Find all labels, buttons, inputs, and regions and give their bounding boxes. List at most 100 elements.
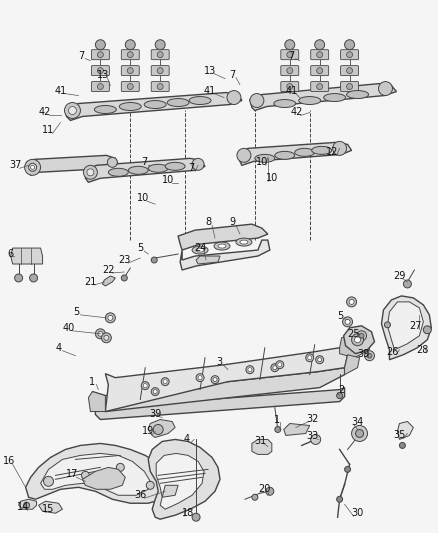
Circle shape [141, 382, 149, 390]
Circle shape [311, 434, 321, 445]
Circle shape [250, 94, 264, 108]
Circle shape [163, 379, 167, 384]
Text: 7: 7 [289, 51, 295, 61]
FancyBboxPatch shape [92, 66, 110, 76]
Circle shape [385, 322, 390, 328]
Circle shape [346, 68, 353, 74]
Circle shape [352, 334, 364, 346]
Circle shape [285, 40, 295, 50]
Circle shape [227, 91, 241, 104]
Circle shape [346, 297, 357, 307]
Text: 17: 17 [66, 470, 79, 479]
FancyBboxPatch shape [151, 66, 169, 76]
Circle shape [248, 368, 252, 372]
Circle shape [306, 354, 314, 362]
Circle shape [108, 316, 113, 320]
Ellipse shape [295, 148, 314, 156]
Text: 13: 13 [204, 66, 216, 76]
Text: 15: 15 [42, 504, 55, 514]
Text: 18: 18 [182, 508, 194, 518]
Circle shape [95, 40, 106, 50]
Circle shape [317, 84, 323, 90]
Circle shape [87, 169, 94, 176]
Polygon shape [27, 155, 118, 175]
Circle shape [317, 52, 323, 58]
Text: 4: 4 [184, 434, 190, 445]
Circle shape [143, 384, 147, 387]
Circle shape [345, 319, 350, 324]
Polygon shape [381, 296, 431, 360]
Text: 10: 10 [137, 193, 149, 203]
Polygon shape [95, 387, 345, 419]
Text: 11: 11 [42, 125, 55, 135]
Text: 7: 7 [78, 51, 85, 61]
Circle shape [127, 68, 133, 74]
Text: 7: 7 [141, 157, 147, 167]
Text: 36: 36 [134, 490, 146, 500]
Circle shape [273, 366, 277, 370]
Ellipse shape [148, 164, 168, 172]
Circle shape [276, 361, 284, 369]
Circle shape [64, 102, 81, 118]
Circle shape [104, 335, 109, 340]
FancyBboxPatch shape [281, 82, 299, 92]
FancyBboxPatch shape [92, 82, 110, 92]
Polygon shape [41, 454, 150, 495]
FancyBboxPatch shape [121, 82, 139, 92]
Ellipse shape [324, 94, 346, 101]
Circle shape [364, 351, 374, 361]
Text: 28: 28 [416, 345, 428, 355]
Text: 5: 5 [137, 243, 143, 253]
FancyBboxPatch shape [311, 82, 328, 92]
Ellipse shape [119, 102, 141, 110]
FancyBboxPatch shape [121, 66, 139, 76]
Text: 32: 32 [307, 414, 319, 424]
FancyBboxPatch shape [151, 82, 169, 92]
Text: 2: 2 [339, 385, 345, 394]
Circle shape [196, 374, 204, 382]
Circle shape [125, 40, 135, 50]
Text: 20: 20 [259, 484, 271, 494]
Circle shape [359, 333, 364, 338]
Circle shape [287, 68, 293, 74]
Circle shape [192, 158, 204, 171]
Circle shape [357, 331, 367, 341]
Polygon shape [82, 467, 125, 489]
Circle shape [346, 84, 353, 90]
Text: 39: 39 [149, 408, 161, 418]
Polygon shape [11, 248, 42, 264]
Text: 7: 7 [188, 163, 194, 173]
Circle shape [318, 358, 321, 362]
Circle shape [287, 52, 293, 58]
Text: 5: 5 [338, 311, 344, 321]
Text: 39: 39 [357, 349, 370, 359]
Circle shape [314, 40, 325, 50]
Circle shape [345, 466, 350, 472]
Ellipse shape [128, 166, 148, 174]
Ellipse shape [144, 101, 166, 109]
Ellipse shape [346, 91, 368, 99]
Circle shape [346, 52, 353, 58]
Circle shape [95, 329, 106, 339]
Circle shape [345, 40, 355, 50]
Circle shape [211, 376, 219, 384]
Ellipse shape [95, 106, 117, 114]
Text: 30: 30 [351, 508, 364, 518]
Ellipse shape [218, 244, 226, 248]
Circle shape [192, 513, 200, 521]
Ellipse shape [275, 151, 295, 159]
FancyBboxPatch shape [281, 66, 299, 76]
Polygon shape [92, 368, 345, 411]
Circle shape [157, 52, 163, 58]
Circle shape [424, 326, 431, 334]
Ellipse shape [167, 99, 189, 107]
Circle shape [356, 430, 364, 438]
Circle shape [30, 274, 38, 282]
Text: 9: 9 [229, 217, 235, 227]
Text: 35: 35 [393, 431, 406, 440]
Text: 16: 16 [3, 456, 15, 466]
Circle shape [98, 332, 103, 336]
Polygon shape [148, 419, 175, 438]
Polygon shape [85, 158, 205, 182]
Text: 10: 10 [256, 157, 268, 167]
